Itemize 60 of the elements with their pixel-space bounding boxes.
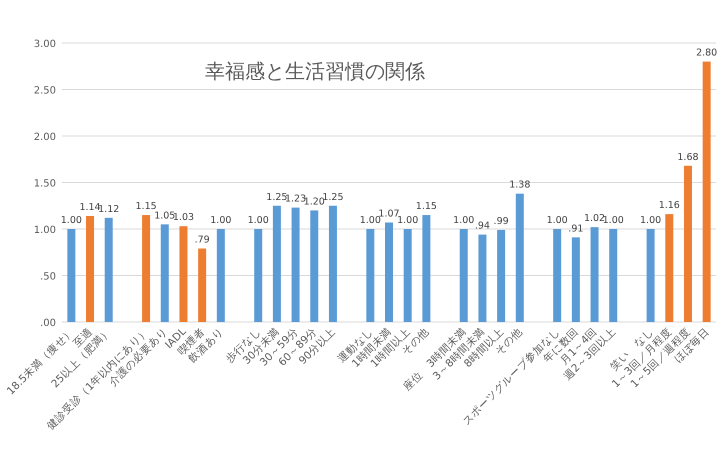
bar — [684, 166, 692, 322]
bar — [292, 208, 300, 322]
bar — [310, 210, 318, 322]
bar — [665, 214, 674, 322]
data-label: 1.38 — [509, 180, 530, 191]
bar — [460, 229, 468, 322]
data-label: 1.00 — [360, 215, 381, 226]
bar — [497, 230, 506, 322]
bar — [142, 215, 150, 322]
data-label: 1.00 — [397, 215, 418, 226]
text: 2.50 — [34, 86, 56, 96]
bar — [272, 206, 281, 322]
data-label: 1.00 — [60, 215, 82, 226]
text: 幸福感と生活習慣の関係 — [205, 59, 425, 83]
data-label: 1.05 — [154, 210, 176, 222]
data-label: .94 — [474, 220, 490, 232]
data-label: 1.00 — [602, 215, 624, 226]
data-label: 1.00 — [640, 215, 662, 226]
text: 1.50 — [34, 178, 56, 190]
data-label: 1.00 — [210, 215, 232, 226]
bar — [702, 62, 711, 322]
bar — [646, 229, 655, 322]
data-label: 1.00 — [546, 215, 568, 226]
bar — [104, 218, 113, 322]
bar — [516, 194, 524, 322]
bar — [328, 206, 337, 322]
bar — [404, 229, 412, 322]
data-label: 1.03 — [172, 212, 194, 224]
data-label: 1.15 — [136, 201, 157, 212]
text: 1.00 — [34, 225, 56, 236]
data-label: 2.80 — [696, 48, 718, 59]
data-label: .91 — [568, 223, 584, 234]
data-label: .99 — [494, 216, 509, 227]
bar — [160, 224, 169, 322]
data-label: 1.16 — [658, 200, 680, 212]
bar — [216, 229, 225, 322]
data-label: 1.12 — [98, 204, 120, 215]
data-label: 1.00 — [248, 215, 269, 226]
data-label: .79 — [194, 234, 210, 246]
data-label: 1.00 — [453, 215, 474, 226]
bar — [385, 222, 393, 322]
bar — [478, 234, 486, 322]
bar — [198, 248, 206, 322]
bar — [590, 227, 599, 322]
bar — [572, 237, 580, 322]
data-label: 1.68 — [677, 152, 699, 163]
bar — [67, 229, 76, 322]
bar — [366, 229, 374, 322]
data-label: 1.15 — [416, 201, 437, 212]
data-label: 1.25 — [266, 192, 288, 203]
text: 2.00 — [34, 132, 56, 143]
bar — [254, 229, 262, 322]
y-tick-label: .50 — [40, 272, 56, 282]
y-tick-label: .00 — [40, 318, 56, 329]
bar — [86, 216, 94, 322]
bar — [179, 226, 188, 322]
text: 3.00 — [34, 39, 56, 50]
bar — [553, 229, 562, 322]
bar — [609, 229, 618, 322]
bar — [422, 215, 430, 322]
